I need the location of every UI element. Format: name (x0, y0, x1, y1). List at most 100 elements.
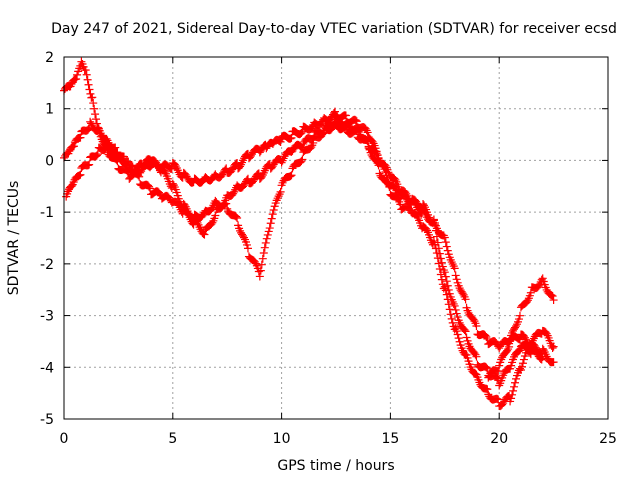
data-point (448, 260, 457, 269)
data-point (515, 311, 524, 320)
x-tick-label: 0 (60, 431, 69, 447)
data-point (458, 289, 467, 298)
y-tick-label: -3 (40, 309, 54, 325)
data-point (275, 137, 284, 146)
data-point (236, 226, 245, 235)
data-point (261, 238, 270, 247)
data-point (413, 212, 422, 221)
data-point (233, 214, 242, 223)
data-point (181, 170, 190, 179)
data-point (274, 192, 283, 201)
data-point (434, 259, 443, 268)
data-point (443, 246, 452, 255)
data-point (232, 212, 241, 221)
data-point (352, 123, 361, 132)
data-point (286, 172, 295, 181)
data-point (287, 171, 296, 180)
data-point (503, 346, 512, 355)
data-point (361, 124, 370, 133)
data-point (267, 214, 276, 223)
data-point (435, 265, 444, 274)
data-point (465, 342, 474, 351)
data-point (429, 215, 438, 224)
data-point (484, 390, 493, 399)
data-point (240, 180, 249, 189)
data-point (481, 362, 490, 371)
data-point (249, 175, 258, 184)
data-point (455, 284, 464, 293)
data-points (60, 57, 558, 411)
data-point (458, 346, 467, 355)
data-point (228, 165, 237, 174)
data-point (168, 179, 177, 188)
data-point (482, 333, 491, 342)
data-point (413, 199, 422, 208)
data-point (332, 113, 341, 122)
data-point (229, 189, 238, 198)
data-point (494, 395, 503, 404)
data-point (260, 243, 269, 252)
data-point (460, 326, 469, 335)
data-point (542, 329, 551, 338)
data-point (85, 160, 94, 169)
data-point (447, 258, 456, 267)
data-point (452, 327, 461, 336)
data-point (258, 254, 267, 263)
x-tick-label: 25 (599, 431, 617, 447)
data-point (269, 205, 278, 214)
data-point (534, 281, 543, 290)
data-point (455, 337, 464, 346)
data-point (239, 232, 248, 241)
data-point (257, 172, 266, 181)
data-point (526, 350, 535, 359)
data-point (448, 318, 457, 327)
data-point (485, 371, 494, 380)
data-point (538, 344, 547, 353)
data-point (286, 134, 295, 143)
data-point (450, 325, 459, 334)
data-point (288, 146, 297, 155)
data-point (549, 296, 558, 305)
data-point (532, 348, 541, 357)
data-point (243, 174, 252, 183)
data-point (440, 233, 449, 242)
data-point (171, 162, 180, 171)
data-point (268, 162, 277, 171)
data-point (89, 99, 98, 108)
data-point (218, 170, 227, 179)
data-point (90, 104, 99, 113)
y-tick-label: -5 (40, 412, 54, 428)
data-point (509, 386, 518, 395)
data-point (459, 290, 468, 299)
data-point (495, 344, 504, 353)
data-point (422, 224, 431, 233)
data-point (126, 173, 135, 182)
data-point (385, 183, 394, 192)
data-point (84, 161, 93, 170)
data-point (520, 333, 529, 342)
data-point (243, 244, 252, 253)
data-point (92, 151, 101, 160)
data-point (472, 321, 481, 330)
data-point (207, 220, 216, 229)
data-point (547, 291, 556, 300)
data-point (297, 129, 306, 138)
data-point (452, 309, 461, 318)
data-point (401, 188, 410, 197)
data-point (254, 267, 263, 276)
data-point (505, 342, 514, 351)
data-point (146, 184, 155, 193)
data-point (76, 133, 85, 142)
data-point (461, 327, 470, 336)
data-point (276, 137, 285, 146)
y-tick-label: 0 (45, 153, 54, 169)
y-axis-title: SDTVAR / TECUs (6, 181, 22, 296)
data-point (193, 218, 202, 227)
data-point (320, 128, 329, 137)
data-point (173, 199, 182, 208)
data-point (453, 330, 462, 339)
data-point (85, 85, 94, 94)
data-point (288, 164, 297, 173)
data-point (257, 260, 266, 269)
data-point (428, 219, 437, 228)
